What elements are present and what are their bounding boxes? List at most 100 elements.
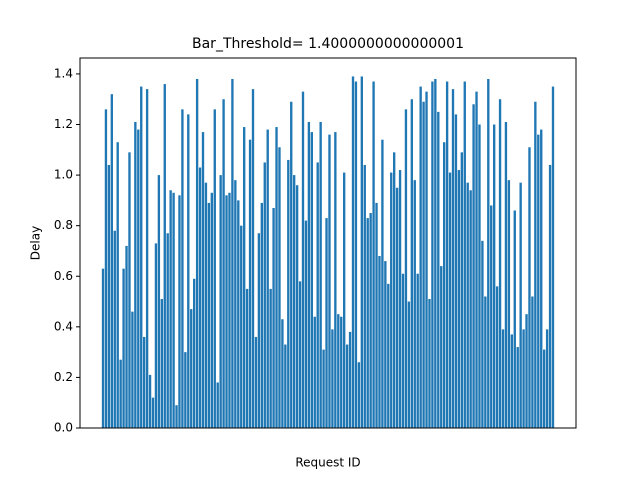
bar bbox=[295, 185, 299, 428]
bar bbox=[548, 164, 552, 428]
bar bbox=[222, 99, 225, 428]
bar bbox=[154, 243, 158, 428]
bar bbox=[472, 104, 475, 428]
bar bbox=[251, 89, 255, 429]
bar bbox=[104, 109, 108, 428]
bar bbox=[331, 329, 334, 428]
bar bbox=[401, 273, 405, 428]
bar bbox=[478, 124, 481, 429]
bar bbox=[395, 187, 399, 428]
bar bbox=[481, 240, 484, 428]
bar bbox=[378, 256, 381, 428]
bar bbox=[381, 139, 384, 429]
bar bbox=[231, 78, 234, 428]
y-tick-label: 0.4 bbox=[54, 319, 73, 333]
bar bbox=[407, 301, 411, 428]
bar bbox=[266, 129, 269, 428]
bar bbox=[210, 192, 213, 428]
bar bbox=[240, 225, 243, 428]
bar bbox=[269, 288, 272, 428]
bar bbox=[216, 382, 219, 428]
bar bbox=[278, 147, 281, 429]
bar bbox=[419, 86, 422, 429]
bar bbox=[543, 349, 546, 428]
bar bbox=[504, 121, 508, 429]
bar bbox=[293, 175, 296, 428]
bar bbox=[372, 81, 375, 428]
y-tick-label: 0.8 bbox=[54, 218, 73, 232]
bar bbox=[163, 84, 166, 428]
bar bbox=[545, 329, 549, 428]
bar bbox=[116, 142, 119, 429]
bar bbox=[510, 334, 513, 428]
bar bbox=[243, 127, 246, 428]
bar bbox=[281, 319, 284, 428]
bar bbox=[475, 91, 478, 429]
bar bbox=[219, 175, 222, 428]
bar bbox=[451, 89, 455, 429]
bar bbox=[357, 362, 361, 428]
bar bbox=[440, 266, 443, 428]
bar bbox=[513, 210, 516, 428]
bar bbox=[184, 352, 187, 428]
bar bbox=[310, 132, 313, 428]
bar bbox=[169, 190, 172, 428]
bar bbox=[307, 121, 311, 429]
bar bbox=[366, 218, 369, 428]
bar bbox=[187, 114, 190, 428]
bar bbox=[319, 121, 322, 429]
bar bbox=[195, 78, 199, 428]
bar bbox=[213, 109, 216, 428]
plot-frame bbox=[79, 57, 577, 429]
bar bbox=[448, 172, 452, 428]
bar bbox=[425, 91, 428, 429]
bar bbox=[201, 132, 205, 428]
bar bbox=[245, 288, 249, 428]
bar bbox=[175, 405, 178, 428]
bar bbox=[369, 213, 372, 428]
bar bbox=[348, 331, 352, 428]
bar bbox=[431, 81, 434, 428]
bar bbox=[160, 299, 163, 428]
y-tick-label: 1.2 bbox=[54, 117, 73, 131]
bar bbox=[498, 99, 502, 428]
bar bbox=[263, 162, 266, 428]
bar bbox=[181, 109, 184, 428]
y-tick-label: 0.2 bbox=[54, 370, 73, 384]
bar bbox=[398, 170, 402, 428]
bar bbox=[113, 230, 116, 428]
bar bbox=[551, 86, 555, 429]
bar bbox=[466, 182, 469, 428]
bar bbox=[122, 268, 125, 428]
y-axis-label: Delay bbox=[29, 226, 43, 260]
bar bbox=[298, 281, 302, 428]
bar bbox=[151, 397, 155, 428]
bar bbox=[507, 180, 511, 428]
bar bbox=[501, 329, 505, 428]
bar bbox=[234, 180, 237, 428]
bar bbox=[354, 81, 358, 428]
bar bbox=[145, 89, 149, 429]
bar bbox=[157, 175, 161, 428]
bar bbox=[334, 132, 337, 428]
bar bbox=[290, 101, 293, 428]
bar bbox=[469, 190, 472, 428]
bar bbox=[457, 170, 461, 428]
bar bbox=[528, 147, 531, 429]
bar bbox=[148, 374, 152, 428]
bar bbox=[254, 336, 258, 428]
bar bbox=[375, 202, 378, 428]
bar bbox=[143, 336, 146, 428]
bar bbox=[137, 129, 140, 428]
bar bbox=[422, 101, 425, 428]
bar bbox=[207, 202, 211, 428]
bar bbox=[340, 316, 343, 428]
bar bbox=[275, 127, 278, 428]
bar bbox=[522, 329, 525, 428]
bar bbox=[198, 167, 202, 428]
bar bbox=[460, 152, 463, 428]
bar bbox=[537, 134, 540, 428]
bar bbox=[204, 182, 208, 428]
bar bbox=[495, 286, 499, 428]
